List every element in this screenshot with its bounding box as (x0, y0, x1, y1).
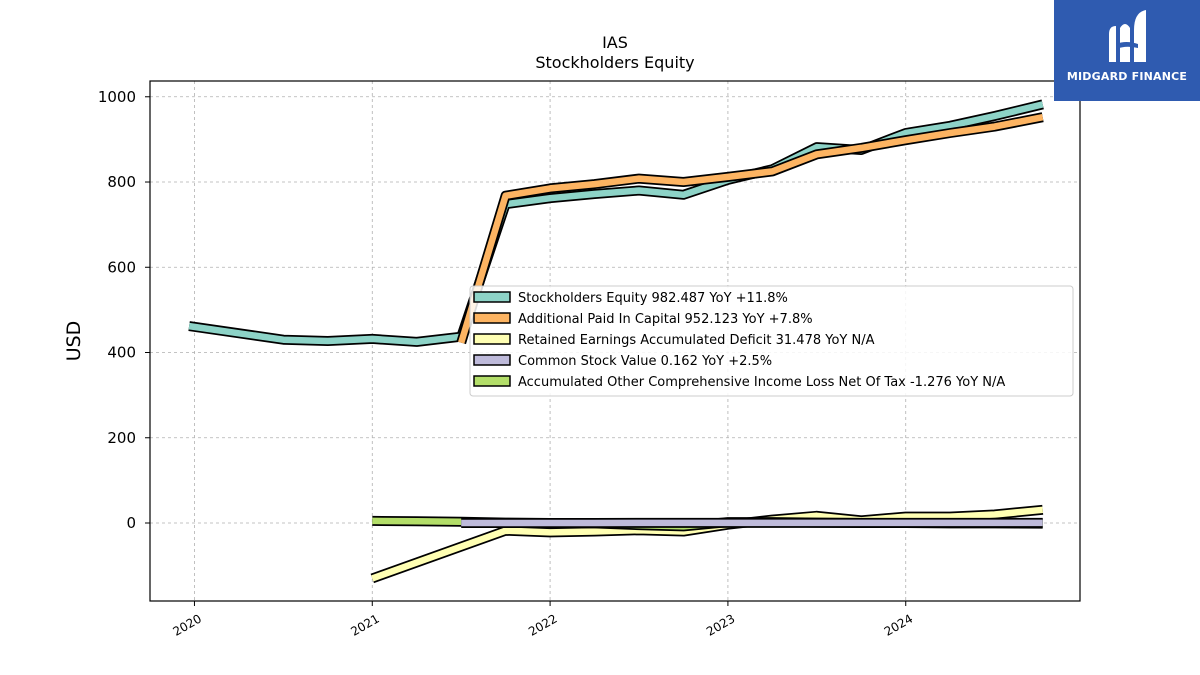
plot-frame (149, 80, 1081, 602)
legend-entry: Common Stock Value 0.162 YoY +2.5% (518, 354, 772, 369)
y-tick-label: 200 (107, 429, 136, 447)
legend-box (469, 285, 1074, 397)
legend-entry: Retained Earnings Accumulated Deficit 31… (518, 333, 875, 348)
logo: MIDGARD FINANCE (1054, 0, 1200, 101)
legend-entry: Stockholders Equity 982.487 YoY +11.8% (518, 291, 788, 306)
x-tick-label: 2022 (526, 611, 559, 638)
y-axis-label: USD (63, 321, 85, 362)
x-tick-label: 2020 (171, 611, 204, 638)
y-tick-label: 0 (126, 514, 136, 532)
y-tick-label: 1000 (98, 88, 136, 106)
series-line (458, 114, 1044, 344)
x-tick-label: 2023 (704, 611, 737, 638)
legend-swatch (473, 312, 511, 324)
chart-subtitle: Stockholders Equity (535, 53, 694, 72)
x-axis: 2020 2021 2022 2023 2024 (171, 601, 915, 639)
legend-swatch (473, 291, 511, 303)
legend-entry: Additional Paid In Capital 952.123 YoY +… (518, 312, 813, 327)
legend-swatch (473, 333, 511, 345)
series-line (188, 101, 1044, 346)
y-tick-label: 400 (107, 344, 136, 362)
y-axis: 0 200 400 600 800 1000 (98, 88, 150, 532)
legend-entry: Accumulated Other Comprehensive Income L… (518, 375, 1005, 390)
legend-swatch (473, 354, 511, 366)
legend: Stockholders Equity 982.487 YoY +11.8% Ad… (469, 285, 1074, 397)
x-tick-label: 2024 (882, 611, 915, 638)
series-lines (188, 99, 1044, 584)
chart-title: IAS (602, 33, 628, 52)
logo-mark-icon (1054, 0, 1200, 101)
x-tick-label: 2021 (348, 611, 381, 638)
y-tick-label: 800 (107, 173, 136, 191)
logo-text: MIDGARD FINANCE (1066, 70, 1188, 83)
legend-swatch (473, 375, 511, 387)
y-tick-label: 600 (107, 258, 136, 276)
